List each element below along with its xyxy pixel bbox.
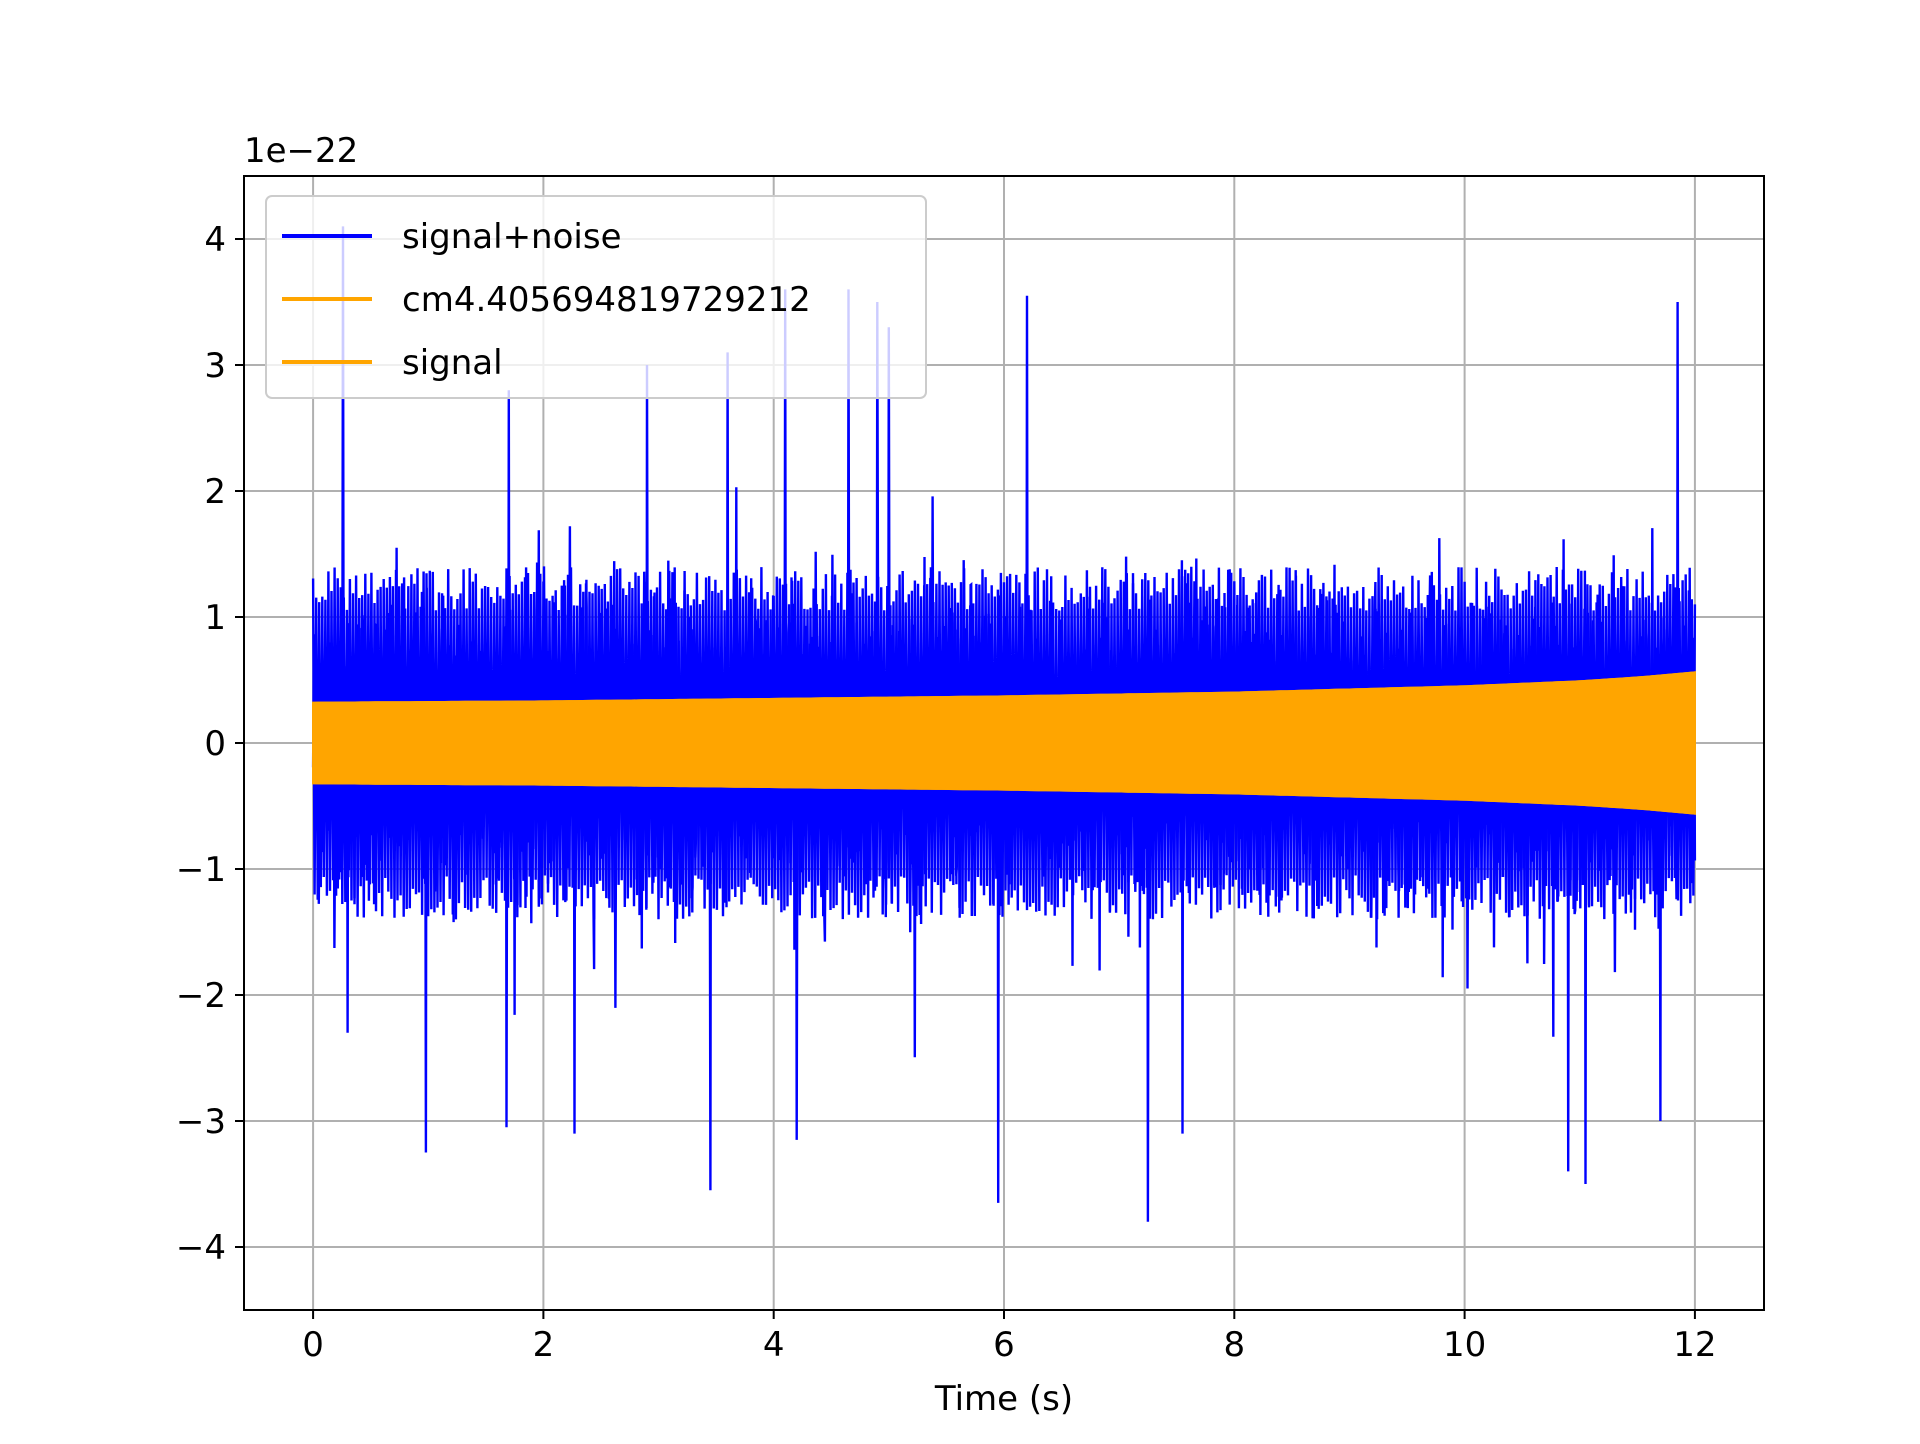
y-tick-label: 0	[204, 724, 226, 764]
x-axis-title: Time (s)	[934, 1379, 1073, 1419]
legend-label: signal	[402, 343, 503, 383]
x-tick-label: 6	[993, 1325, 1015, 1365]
legend-label: signal+noise	[402, 217, 622, 257]
y-tick-label: 3	[204, 346, 226, 386]
legend: signal+noise cm4.405694819729212 signal	[265, 195, 927, 399]
x-tick-label: 0	[302, 1325, 324, 1365]
signal-series-band	[312, 671, 1696, 815]
y-tick-label: −3	[176, 1102, 226, 1142]
x-tick-label: 10	[1443, 1325, 1486, 1365]
y-offset-label: 1e−22	[244, 131, 358, 171]
x-tick-label: 2	[533, 1325, 555, 1365]
legend-label: cm4.405694819729212	[402, 280, 811, 320]
x-tick-label: 12	[1673, 1325, 1716, 1365]
series-layer	[311, 226, 1697, 1222]
x-tick-label: 8	[1223, 1325, 1245, 1365]
y-tick-label: 1	[204, 598, 226, 638]
y-tick-label: −2	[176, 976, 226, 1016]
x-tick-label: 4	[763, 1325, 785, 1365]
legend-box	[265, 195, 927, 399]
y-tick-label: −4	[176, 1228, 226, 1268]
y-tick-label: 2	[204, 472, 226, 512]
y-tick-label: −1	[176, 850, 226, 890]
y-tick-label: 4	[204, 220, 226, 260]
